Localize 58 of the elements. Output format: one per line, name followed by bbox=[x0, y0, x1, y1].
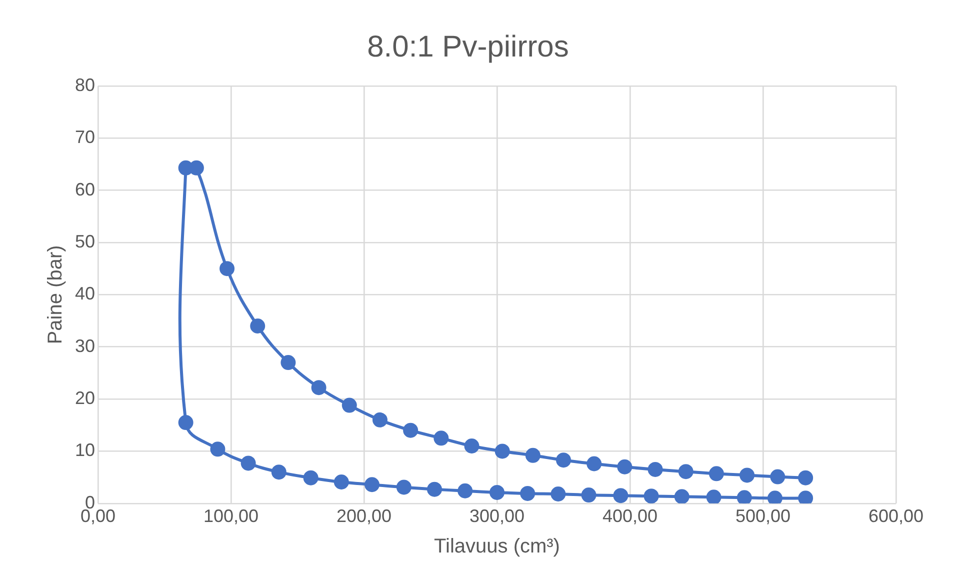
point bbox=[303, 470, 318, 486]
y-tick-label: 30 bbox=[74, 336, 96, 356]
point bbox=[644, 488, 659, 504]
x-tick-label: 300,00 bbox=[469, 506, 525, 526]
point bbox=[250, 318, 266, 334]
point bbox=[678, 464, 694, 480]
point bbox=[311, 380, 326, 396]
x-tick-label: 500,00 bbox=[735, 506, 791, 526]
point bbox=[271, 464, 286, 480]
point bbox=[648, 462, 663, 477]
y-tick-label: 50 bbox=[74, 231, 96, 252]
point bbox=[364, 477, 380, 492]
x-axis-title: Tilavuus (cm³) bbox=[434, 536, 560, 558]
point bbox=[494, 444, 510, 459]
y-axis-title: Paine (bar) bbox=[44, 245, 67, 344]
point bbox=[617, 459, 632, 474]
y-tick-label: 40 bbox=[74, 284, 96, 304]
point bbox=[798, 490, 814, 504]
point bbox=[581, 488, 596, 503]
point bbox=[240, 456, 256, 471]
point bbox=[403, 422, 418, 438]
x-tick-label: 600,00 bbox=[868, 506, 924, 526]
point bbox=[520, 486, 536, 501]
chart-title: 8.0:1 Pv-piirros bbox=[367, 30, 569, 64]
point bbox=[490, 484, 505, 500]
point bbox=[674, 489, 690, 504]
point bbox=[740, 468, 755, 483]
point bbox=[708, 466, 724, 482]
y-tick-label: 10 bbox=[74, 440, 96, 460]
point bbox=[220, 261, 235, 276]
point bbox=[550, 486, 566, 502]
point bbox=[342, 398, 357, 413]
point bbox=[280, 355, 296, 370]
y-tick-label: 80 bbox=[74, 74, 96, 95]
x-tick-label: 200,00 bbox=[336, 506, 392, 526]
x-tick-label: 100,00 bbox=[203, 506, 259, 526]
x-tick-label: 400,00 bbox=[602, 506, 658, 526]
point bbox=[770, 469, 786, 484]
point bbox=[334, 474, 349, 490]
point bbox=[178, 415, 194, 430]
point bbox=[427, 482, 442, 497]
point bbox=[736, 490, 752, 504]
point bbox=[706, 490, 722, 504]
point bbox=[464, 438, 480, 454]
point bbox=[210, 442, 226, 457]
point bbox=[798, 470, 814, 486]
point bbox=[434, 430, 449, 446]
y-tick-label: 60 bbox=[74, 179, 96, 200]
point bbox=[556, 452, 572, 468]
point bbox=[458, 483, 473, 498]
point bbox=[372, 412, 388, 428]
point bbox=[525, 448, 540, 463]
point bbox=[767, 490, 782, 504]
point bbox=[396, 480, 412, 495]
y-tick-label: 20 bbox=[74, 388, 96, 408]
point bbox=[613, 488, 628, 504]
y-tick-label: 70 bbox=[74, 127, 96, 148]
point bbox=[586, 456, 602, 472]
